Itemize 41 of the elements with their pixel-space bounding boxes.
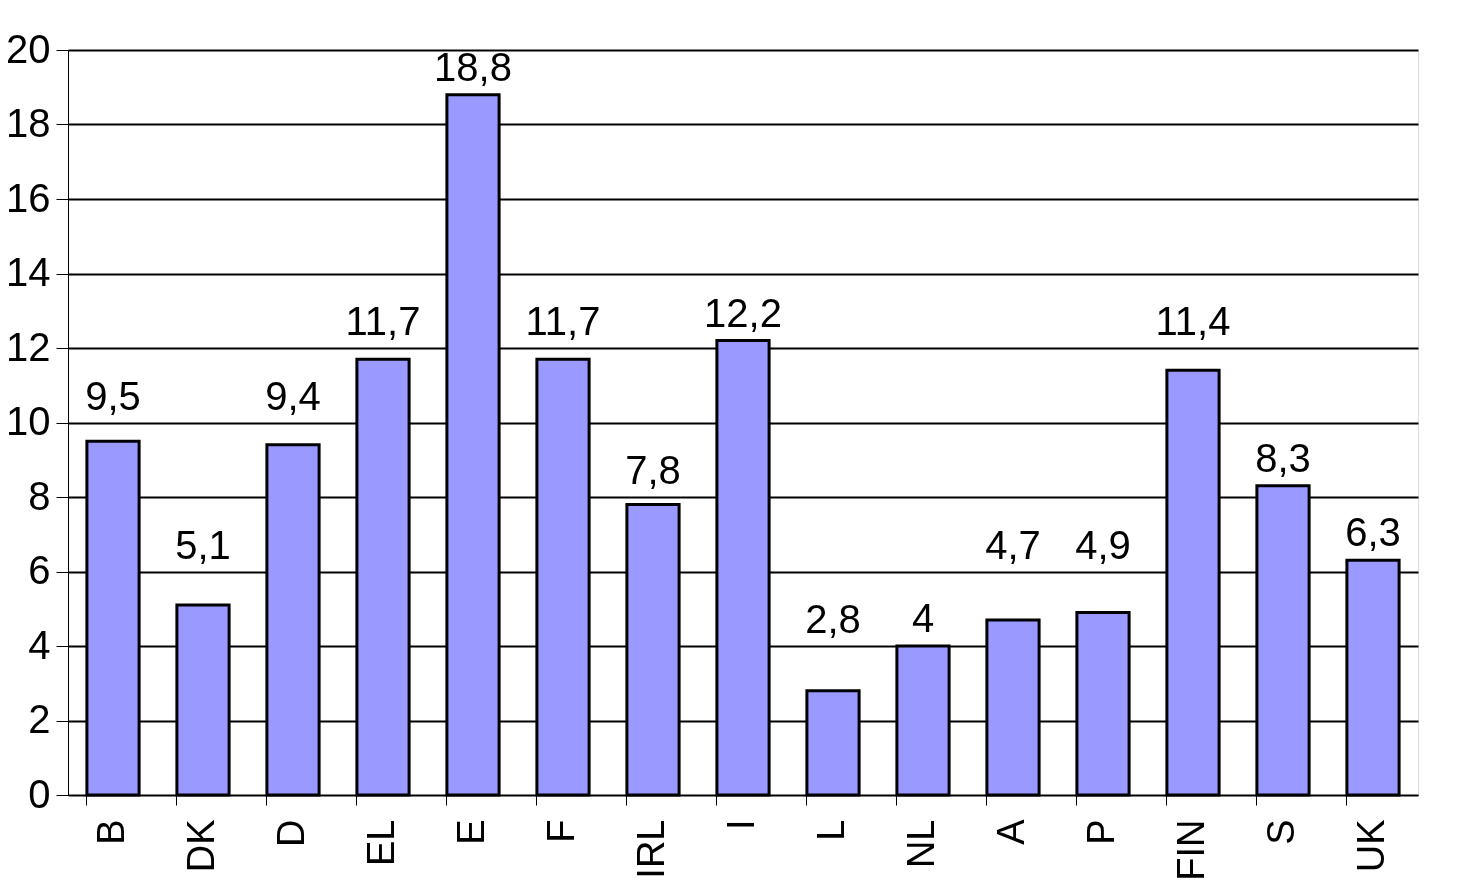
data-label: 5,1 <box>175 522 231 567</box>
x-tick-label: NL <box>900 819 942 869</box>
data-label: 8,3 <box>1255 435 1311 480</box>
data-label: 4 <box>911 596 935 640</box>
data-label: 4,7 <box>985 522 1041 567</box>
data-label: 4,9 <box>1075 522 1131 567</box>
data-label: 18,8 <box>434 44 512 89</box>
x-tick-label: DK <box>180 819 222 873</box>
data-label: 9,4 <box>265 373 321 418</box>
y-tick-label: 4 <box>28 622 51 667</box>
data-label: 9,5 <box>85 373 141 418</box>
x-tick-label: I <box>720 819 762 831</box>
data-label: 11,4 <box>1155 299 1231 343</box>
x-tick-label: A <box>990 818 1032 845</box>
y-tick-label: 18 <box>6 101 51 145</box>
x-tick-label: UK <box>1350 819 1392 873</box>
y-tick-label: 12 <box>6 324 51 369</box>
x-tick-label: IRL <box>630 819 672 879</box>
x-tick-label: EL <box>360 819 402 866</box>
x-tick-label: E <box>450 819 492 845</box>
y-tick-label: 8 <box>28 473 51 518</box>
x-tick-label: F <box>540 819 582 843</box>
x-tick-label: P <box>1080 819 1122 845</box>
x-tick-label: D <box>270 819 312 847</box>
x-tick-label: S <box>1260 819 1302 845</box>
data-label: 11,7 <box>525 299 601 343</box>
x-tick-label: FIN <box>1170 819 1212 881</box>
x-tick-label: B <box>90 819 132 845</box>
y-tick-label: 6 <box>28 548 51 592</box>
y-tick-label: 2 <box>28 697 51 741</box>
y-tick-label: 20 <box>6 26 51 71</box>
data-label: 7,8 <box>625 448 681 492</box>
data-label: 11,7 <box>345 299 421 343</box>
y-tick-label: 10 <box>6 399 51 443</box>
y-tick-label: 14 <box>6 250 51 294</box>
data-label: 2,8 <box>805 597 861 641</box>
data-label: 6,3 <box>1345 510 1401 555</box>
y-tick-label: 0 <box>28 771 51 816</box>
x-tick-label: L <box>810 819 852 841</box>
y-tick-label: 16 <box>6 175 51 220</box>
data-label: 12,2 <box>704 290 782 335</box>
